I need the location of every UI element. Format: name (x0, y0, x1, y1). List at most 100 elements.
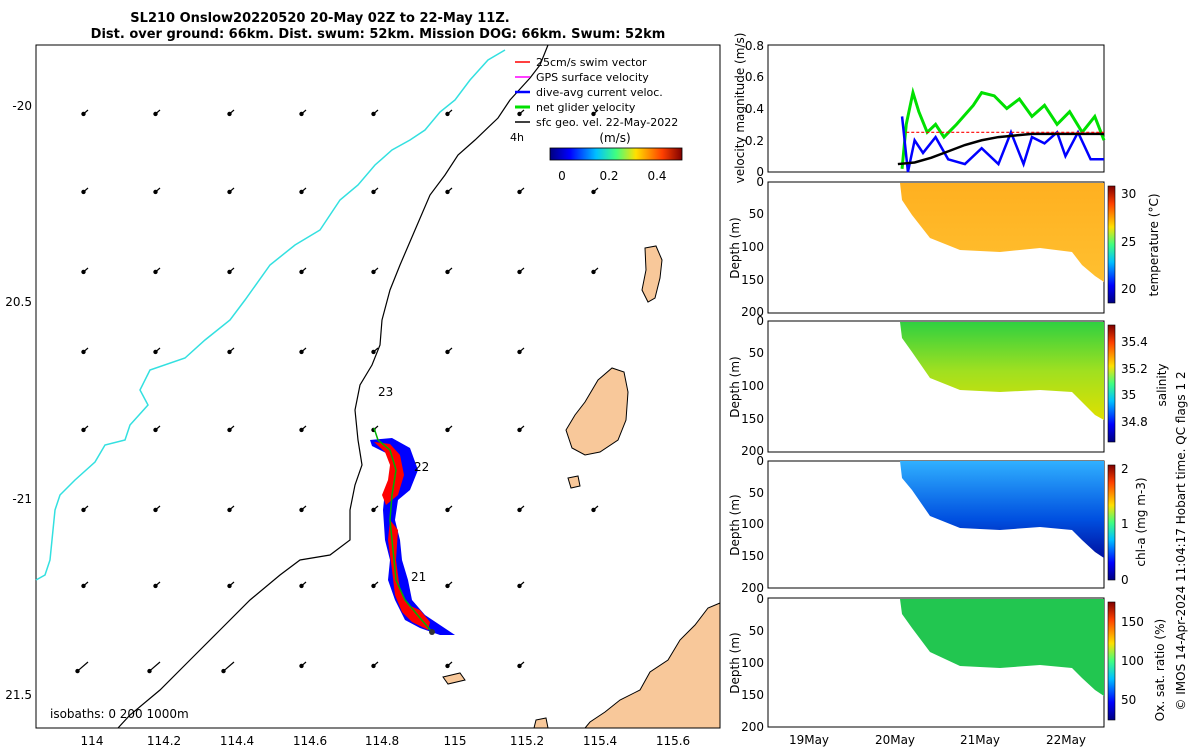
map-colorbar-tick-0: 0 (558, 169, 566, 183)
salinity-cbar-tick: 35.2 (1121, 362, 1148, 376)
map-x-tick: 114.4 (220, 734, 254, 748)
panel-oxygen-ytick: 0 (756, 592, 764, 606)
velocity-arrow-head (299, 111, 304, 117)
isobath-200m (117, 44, 549, 729)
map-x-tick: 114 (81, 734, 104, 748)
velocity-arrow-head (445, 189, 450, 195)
temperature-colorbar (1107, 185, 1116, 304)
velocity-arrow-head (227, 269, 232, 275)
panel-temperature-ytick: 150 (741, 273, 764, 287)
legend-label-sfc: sfc geo. vel. 22-May-2022 (536, 116, 678, 129)
oxygen-section (900, 599, 1104, 696)
velocity-arrow-head (153, 189, 158, 195)
panel-chla-ytick: 200 (741, 581, 764, 595)
velocity-arrow-head (227, 111, 232, 117)
velocity-arrow-head (153, 111, 158, 117)
velocity-arrow-head (299, 427, 304, 433)
panel-oxygen: Depth (m) 0 50 100 150 200 150 100 50 Ox… (728, 592, 1167, 734)
velocity-arrow-head (517, 349, 522, 355)
chla-section (900, 461, 1104, 558)
salinity-cbar-tick: 34.8 (1121, 415, 1148, 429)
velocity-arrow-head (81, 269, 86, 275)
velocity-arrow-head (81, 583, 86, 589)
geostrophic-velocity-arrows (75, 109, 599, 674)
panel-oxygen-ytick: 200 (741, 720, 764, 734)
map-x-tick: 114.6 (293, 734, 327, 748)
velocity-arrow-head (445, 349, 450, 355)
panel-chla-ytick: 150 (741, 549, 764, 563)
legend-label-dive: dive-avg current veloc. (536, 86, 663, 99)
panel-temperature-ytick: 0 (756, 175, 764, 189)
panel-salinity-ytick: 100 (741, 379, 764, 393)
velocity-arrow-head (371, 111, 376, 117)
temperature-cbar-tick: 20 (1121, 282, 1136, 296)
panel-chla-ytick: 0 (756, 454, 764, 468)
panel-oxygen-ytick: 100 (741, 656, 764, 670)
footer-credit: © IMOS 14-Apr-2024 11:04:17 Hobart time.… (1174, 371, 1188, 710)
island-small-3 (442, 672, 466, 685)
oxygen-cbar-label: Ox. sat. ratio (%) (1153, 619, 1167, 721)
map-y-tick: -21 (12, 492, 32, 506)
chla-cbar-label: chl-a (mg m-3) (1134, 477, 1148, 566)
map-x-axis: 114 114.2 114.4 114.6 114.8 115 115.2 11… (81, 734, 691, 748)
map-y-tick: 21.5 (5, 688, 32, 702)
map-x-tick: 114.8 (365, 734, 399, 748)
velocity-arrow-head (81, 349, 86, 355)
velocity-arrow-head (371, 663, 376, 669)
velocity-series-0 (900, 86, 1106, 169)
velocity-arrow-head (227, 349, 232, 355)
time-x-tick: 22May (1046, 733, 1086, 747)
panel-salinity-ytick: 200 (741, 444, 764, 458)
oxygen-cbar-tick: 100 (1121, 654, 1144, 668)
velocity-arrow-head (299, 507, 304, 513)
map-colorbar-bar (549, 147, 683, 161)
legend-label-swim: 25cm/s swim vector (536, 56, 647, 69)
velocity-arrow-head (221, 668, 226, 674)
salinity-section (900, 322, 1104, 420)
velocity-arrow-head (517, 507, 522, 513)
map-x-tick: 115 (444, 734, 467, 748)
velocity-arrow-head (81, 507, 86, 513)
velocity-arrow-head (591, 269, 596, 275)
track-label-22: 22 (414, 460, 429, 474)
panel-velocity-frame (767, 44, 1105, 173)
map-x-tick: 114.2 (147, 734, 181, 748)
panel-oxygen-ytick: 50 (749, 624, 764, 638)
island-main (565, 367, 629, 456)
chla-cbar-tick: 2 (1121, 462, 1129, 476)
map-colorbar-tick-1: 0.2 (599, 169, 618, 183)
chla-colorbar (1107, 464, 1116, 581)
swim-vector-swath (374, 442, 430, 630)
net-glider-velocity-track (373, 427, 433, 633)
velocity-arrow (223, 661, 235, 672)
mainland-coast (583, 602, 721, 729)
velocity-arrow-head (445, 427, 450, 433)
glider-current-position (429, 629, 435, 635)
velocity-arrow (77, 661, 89, 672)
temperature-cbar-tick: 25 (1121, 235, 1136, 249)
velocity-arrow-head (591, 111, 596, 117)
time-x-tick: 21May (960, 733, 1000, 747)
panel-salinity-ytick: 50 (749, 346, 764, 360)
velocity-arrow-head (153, 269, 158, 275)
track-label-23: 23 (378, 385, 393, 399)
panel-temperature-ytick: 50 (749, 207, 764, 221)
map-y-axis: -20 20.5 -21 21.5 (5, 99, 32, 702)
legend-time-note: 4h (510, 131, 524, 144)
velocity-arrow-head (517, 427, 522, 433)
velocity-arrow-head (445, 111, 450, 117)
map-colorbar-tick-2: 0.4 (647, 169, 666, 183)
figure-title-line2: Dist. over ground: 66km. Dist. swum: 52k… (91, 27, 666, 42)
velocity-arrow-head (153, 427, 158, 433)
velocity-arrow (149, 661, 161, 672)
velocity-arrow-head (227, 507, 232, 513)
velocity-arrow-head (75, 668, 80, 674)
salinity-cbar-tick: 35 (1121, 388, 1136, 402)
panel-temperature-ylabel: Depth (m) (728, 217, 742, 278)
velocity-arrow-head (299, 189, 304, 195)
oxygen-colorbar (1107, 601, 1116, 721)
figure-title-line1: SL210 Onslow20220520 20-May 02Z to 22-Ma… (130, 11, 509, 26)
velocity-arrow-head (591, 507, 596, 513)
velocity-arrow-head (445, 507, 450, 513)
panel-chla-ylabel: Depth (m) (728, 494, 742, 555)
